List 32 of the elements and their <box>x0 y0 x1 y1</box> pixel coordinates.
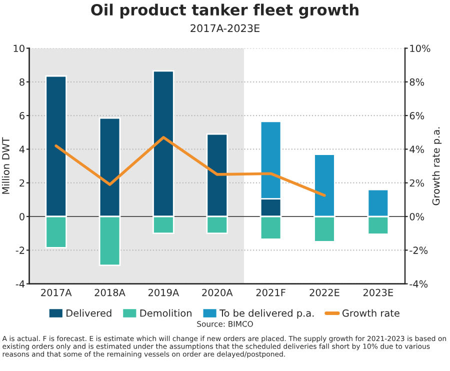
legend-label: Delivered <box>66 309 112 317</box>
y2-tick-label: 0% <box>410 212 424 220</box>
x-tick-label: 2020A <box>202 288 233 296</box>
y2-tick-label: 6% <box>410 112 424 120</box>
x-tick-label: 2018A <box>94 288 126 296</box>
y-tick-label: 2 <box>20 179 24 187</box>
x-tick-label: 2023E <box>363 288 393 296</box>
y-tick-label: 10 <box>14 44 24 52</box>
y2-tick-label: -2% <box>410 246 428 254</box>
x-tick-label: 2021F <box>256 288 286 296</box>
y2-tick-label: 8% <box>410 78 424 86</box>
legend-label: To be delivered p.a. <box>219 309 314 319</box>
legend-label: Growth rate <box>342 309 400 317</box>
legend-label: Demolition <box>140 309 192 317</box>
y2-tick-label: 2% <box>410 179 424 187</box>
y-tick-label: -4 <box>16 280 25 288</box>
y2-tick-label: 4% <box>410 146 424 154</box>
line-series <box>54 136 326 197</box>
chart-subtitle: 2017A-2023E <box>190 24 260 32</box>
y2-tick-label: 10% <box>410 44 430 52</box>
chart-title: Oil product tanker fleet growth <box>91 4 358 19</box>
x-tick-label: 2019A <box>148 288 180 296</box>
y-tick-label: 6 <box>20 112 24 120</box>
y-tick-label: 0 <box>20 212 24 220</box>
y-tick-label: 4 <box>19 146 25 153</box>
x-tick-label: 2022E <box>310 288 340 296</box>
y-tick-label: -2 <box>16 246 24 254</box>
y-axis-title: Million DWT <box>2 137 10 194</box>
y-tick-label: 8 <box>20 78 24 86</box>
x-tick-label: 2017A <box>41 288 72 296</box>
y2-tick-label: -4% <box>410 280 428 288</box>
y2-axis-title: Growth rate p.a. <box>432 127 442 206</box>
